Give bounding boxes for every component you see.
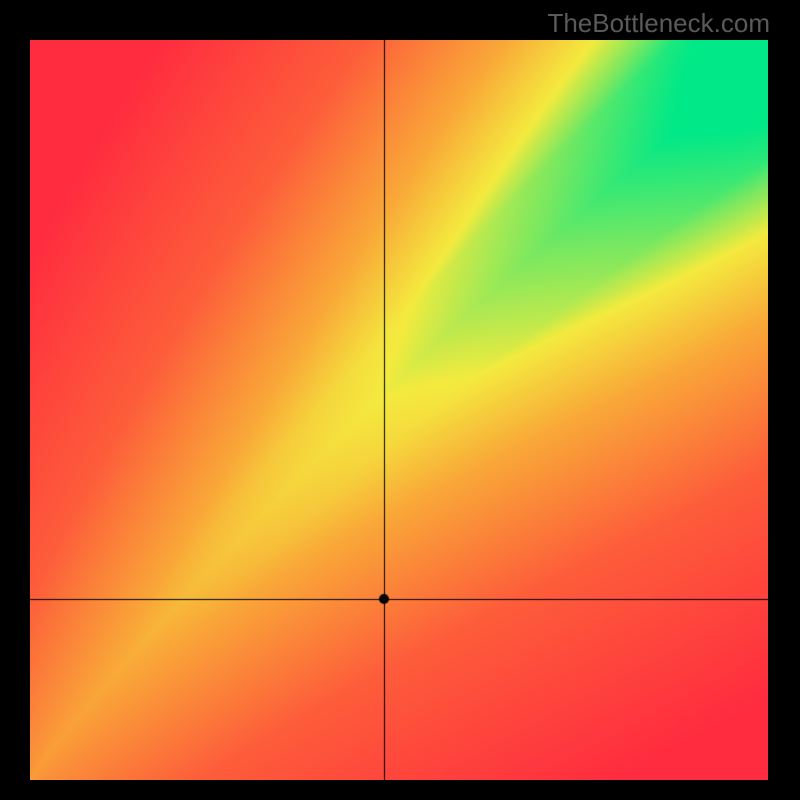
bottleneck-heatmap-chart (30, 40, 768, 780)
heatmap-canvas (30, 40, 768, 780)
watermark-text: TheBottleneck.com (547, 8, 770, 39)
